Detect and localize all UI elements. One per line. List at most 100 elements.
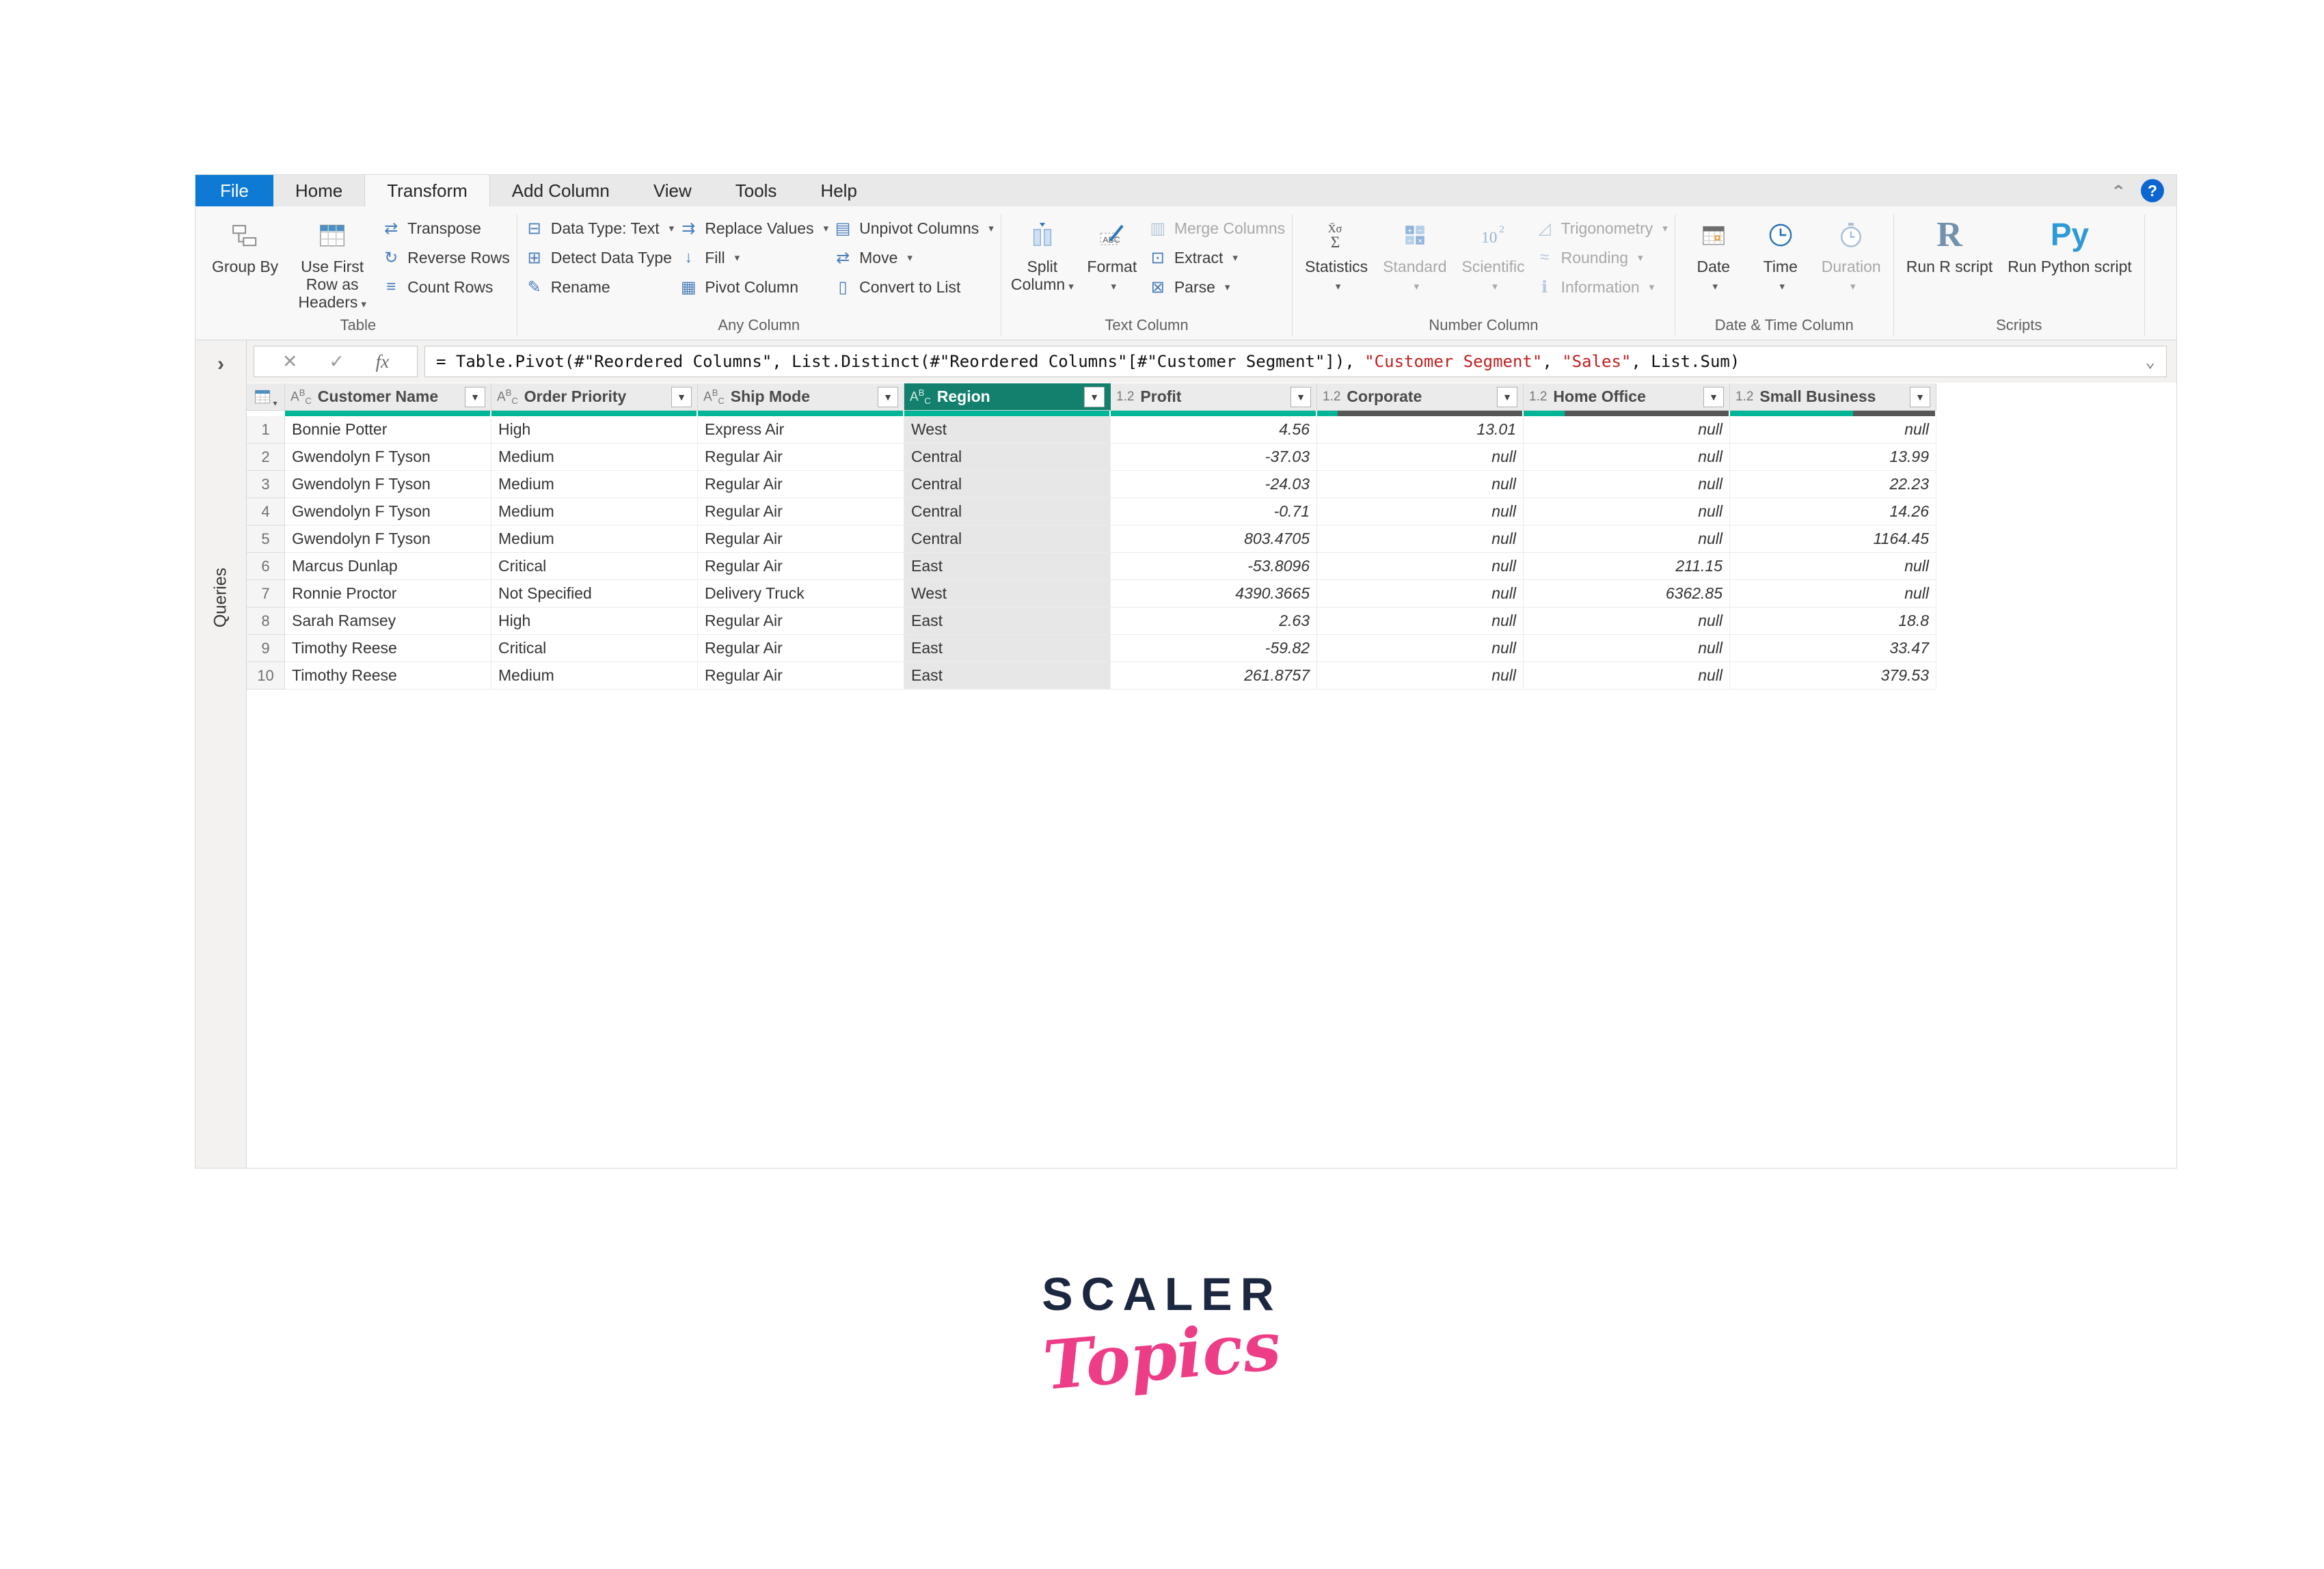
extract-button[interactable]: ⊡ Extract ▾ xyxy=(1148,247,1285,269)
cell-small-business[interactable]: 13.99 xyxy=(1730,444,1936,471)
row-number[interactable]: 6 xyxy=(247,553,285,580)
row-number[interactable]: 3 xyxy=(247,471,285,498)
run-python-script-button[interactable]: Py Run Python script xyxy=(2008,217,2132,275)
row-number[interactable]: 10 xyxy=(247,662,285,690)
row-number[interactable]: 1 xyxy=(247,416,285,444)
help-icon[interactable]: ? xyxy=(2141,179,2164,202)
select-all-button[interactable]: ▾ xyxy=(247,383,285,411)
cell-corporate[interactable]: null xyxy=(1317,662,1524,690)
cell-ship-mode[interactable]: Delivery Truck xyxy=(698,580,904,608)
cell-home-office[interactable]: null xyxy=(1524,526,1730,553)
move-button[interactable]: ⇄ Move ▾ xyxy=(833,247,994,269)
cell-order-priority[interactable]: Critical xyxy=(491,553,698,580)
time-button[interactable]: Time ▾ xyxy=(1749,213,1812,297)
filter-dropdown-icon[interactable]: ▼ xyxy=(671,386,692,407)
cell-small-business[interactable]: 33.47 xyxy=(1730,635,1936,662)
cell-region[interactable]: East xyxy=(904,635,1111,662)
cell-small-business[interactable]: 14.26 xyxy=(1730,498,1936,526)
replace-values-button[interactable]: ⇉ Replace Values ▾ xyxy=(678,217,828,239)
row-number[interactable]: 8 xyxy=(247,608,285,635)
group-by-button[interactable]: Group By xyxy=(206,213,284,279)
filter-dropdown-icon[interactable]: ▼ xyxy=(465,386,485,407)
cell-region[interactable]: East xyxy=(904,608,1111,635)
filter-dropdown-icon[interactable]: ▼ xyxy=(1497,386,1517,407)
tab-transform[interactable]: Transform xyxy=(364,175,490,206)
cell-ship-mode[interactable]: Regular Air xyxy=(698,498,904,526)
cell-customer-name[interactable]: Timothy Reese xyxy=(285,662,491,690)
cell-customer-name[interactable]: Marcus Dunlap xyxy=(285,553,491,580)
cell-home-office[interactable]: null xyxy=(1524,662,1730,690)
formula-input[interactable]: = Table.Pivot(#"Reordered Columns", List… xyxy=(424,346,2167,377)
cell-corporate[interactable]: null xyxy=(1317,580,1524,608)
tab-add-column[interactable]: Add Column xyxy=(511,180,610,201)
cell-profit[interactable]: -24.03 xyxy=(1111,471,1317,498)
column-header-home-office[interactable]: 1.2 Home Office ▼ xyxy=(1524,383,1730,411)
cell-profit[interactable]: -53.8096 xyxy=(1111,553,1317,580)
filter-dropdown-icon[interactable]: ▼ xyxy=(1703,386,1724,407)
cell-home-office[interactable]: 6362.85 xyxy=(1524,580,1730,608)
cell-corporate[interactable]: null xyxy=(1317,471,1524,498)
cell-customer-name[interactable]: Ronnie Proctor xyxy=(285,580,491,608)
tab-home[interactable]: Home xyxy=(295,180,343,201)
cell-region[interactable]: Central xyxy=(904,498,1111,526)
cell-customer-name[interactable]: Gwendolyn F Tyson xyxy=(285,471,491,498)
use-first-row-as-headers-button[interactable]: Use First Row as Headers ▾ xyxy=(288,213,377,314)
cell-corporate[interactable]: null xyxy=(1317,553,1524,580)
fill-button[interactable]: ↓ Fill ▾ xyxy=(678,247,828,269)
column-header-region[interactable]: ABC Region ▼ xyxy=(904,383,1111,411)
cell-customer-name[interactable]: Gwendolyn F Tyson xyxy=(285,526,491,553)
cell-small-business[interactable]: null xyxy=(1730,416,1936,444)
format-button[interactable]: ABC Format▾ xyxy=(1081,213,1144,297)
detect-data-type-button[interactable]: ⊞ Detect Data Type xyxy=(524,247,675,269)
cell-region[interactable]: Central xyxy=(904,471,1111,498)
filter-dropdown-icon[interactable]: ▼ xyxy=(878,386,898,407)
row-number[interactable]: 4 xyxy=(247,498,285,526)
run-r-script-button[interactable]: R Run R script xyxy=(1906,215,1993,275)
filter-dropdown-icon[interactable]: ▼ xyxy=(1291,386,1311,407)
cell-order-priority[interactable]: Critical xyxy=(491,635,698,662)
cell-corporate[interactable]: null xyxy=(1317,635,1524,662)
unpivot-columns-button[interactable]: ▤ Unpivot Columns ▾ xyxy=(833,217,994,239)
cell-ship-mode[interactable]: Regular Air xyxy=(698,608,904,635)
cell-order-priority[interactable]: High xyxy=(491,608,698,635)
cell-profit[interactable]: -0.71 xyxy=(1111,498,1317,526)
tab-tools[interactable]: Tools xyxy=(735,180,777,201)
cell-small-business[interactable]: null xyxy=(1730,580,1936,608)
cell-home-office[interactable]: null xyxy=(1524,416,1730,444)
cell-ship-mode[interactable]: Regular Air xyxy=(698,526,904,553)
collapse-ribbon-icon[interactable]: ⌃ xyxy=(2111,182,2126,199)
cell-corporate[interactable]: null xyxy=(1317,444,1524,471)
column-header-profit[interactable]: 1.2 Profit ▼ xyxy=(1111,383,1317,411)
cell-customer-name[interactable]: Gwendolyn F Tyson xyxy=(285,444,491,471)
split-column-button[interactable]: Split Column ▾ xyxy=(1008,213,1077,297)
cell-corporate[interactable]: null xyxy=(1317,498,1524,526)
cell-profit[interactable]: -59.82 xyxy=(1111,635,1317,662)
tab-help[interactable]: Help xyxy=(820,180,857,201)
cell-order-priority[interactable]: Not Specified xyxy=(491,580,698,608)
cell-corporate[interactable]: null xyxy=(1317,608,1524,635)
filter-dropdown-icon[interactable]: ▼ xyxy=(1084,386,1105,407)
cell-small-business[interactable]: 1164.45 xyxy=(1730,526,1936,553)
cell-customer-name[interactable]: Gwendolyn F Tyson xyxy=(285,498,491,526)
rename-button[interactable]: ✎ Rename xyxy=(524,276,675,298)
convert-to-list-button[interactable]: ▯ Convert to List xyxy=(833,276,994,298)
column-header-customer-name[interactable]: ABC Customer Name ▼ xyxy=(285,383,491,411)
cell-home-office[interactable]: null xyxy=(1524,635,1730,662)
filter-dropdown-icon[interactable]: ▼ xyxy=(1910,386,1930,407)
cell-profit[interactable]: 2.63 xyxy=(1111,608,1317,635)
cell-order-priority[interactable]: Medium xyxy=(491,471,698,498)
cell-home-office[interactable]: null xyxy=(1524,444,1730,471)
cell-ship-mode[interactable]: Regular Air xyxy=(698,635,904,662)
count-rows-button[interactable]: ≡ Count Rows xyxy=(381,276,510,298)
row-number[interactable]: 5 xyxy=(247,526,285,553)
tab-file[interactable]: File xyxy=(195,175,273,206)
transpose-button[interactable]: ⇄ Transpose xyxy=(381,217,510,239)
cell-region[interactable]: West xyxy=(904,580,1111,608)
statistics-button[interactable]: X̄σ Σ Statistics ▾ xyxy=(1299,213,1373,297)
tab-view[interactable]: View xyxy=(653,180,692,201)
cell-ship-mode[interactable]: Regular Air xyxy=(698,471,904,498)
cell-small-business[interactable]: 18.8 xyxy=(1730,608,1936,635)
row-number[interactable]: 2 xyxy=(247,444,285,471)
cell-customer-name[interactable]: Timothy Reese xyxy=(285,635,491,662)
cell-customer-name[interactable]: Sarah Ramsey xyxy=(285,608,491,635)
